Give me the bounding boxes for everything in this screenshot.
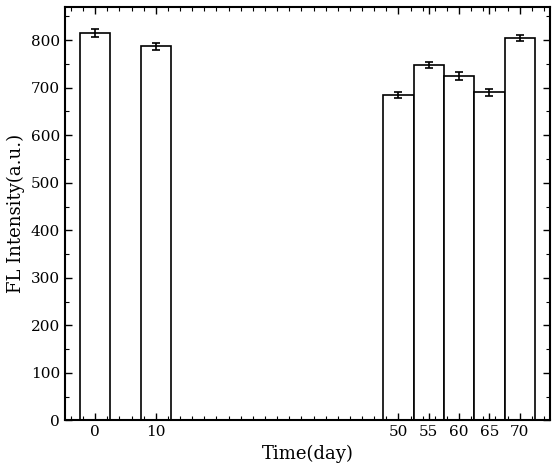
Bar <box>414 65 444 420</box>
Bar <box>141 47 171 420</box>
X-axis label: Time(day): Time(day) <box>262 445 353 463</box>
Y-axis label: FL Intensity(a.u.): FL Intensity(a.u.) <box>7 134 25 293</box>
Bar <box>444 76 474 420</box>
Bar <box>474 93 505 420</box>
Bar <box>383 95 414 420</box>
Bar <box>80 33 110 420</box>
Bar <box>505 38 535 420</box>
